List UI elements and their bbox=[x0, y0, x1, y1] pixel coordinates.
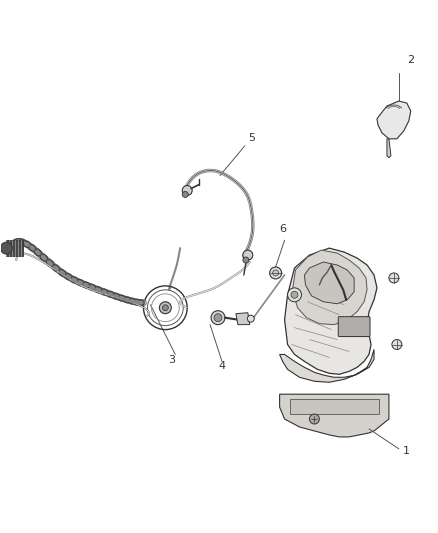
Circle shape bbox=[243, 250, 253, 260]
Polygon shape bbox=[285, 248, 377, 374]
Text: 1: 1 bbox=[403, 446, 410, 456]
Polygon shape bbox=[279, 350, 374, 382]
Circle shape bbox=[243, 257, 249, 263]
Text: 2: 2 bbox=[407, 55, 414, 66]
Polygon shape bbox=[387, 139, 391, 158]
Polygon shape bbox=[7, 240, 23, 256]
Circle shape bbox=[291, 292, 298, 298]
Circle shape bbox=[309, 414, 319, 424]
Circle shape bbox=[273, 270, 279, 276]
Circle shape bbox=[182, 191, 188, 197]
Text: 4: 4 bbox=[218, 361, 225, 372]
Circle shape bbox=[288, 288, 301, 302]
Polygon shape bbox=[279, 394, 389, 437]
Polygon shape bbox=[290, 399, 379, 414]
Circle shape bbox=[214, 314, 222, 321]
Text: 5: 5 bbox=[248, 133, 255, 143]
Circle shape bbox=[182, 185, 192, 196]
Polygon shape bbox=[377, 101, 411, 139]
Circle shape bbox=[211, 311, 225, 325]
Polygon shape bbox=[236, 313, 250, 325]
Polygon shape bbox=[304, 262, 354, 304]
FancyBboxPatch shape bbox=[338, 317, 370, 336]
Polygon shape bbox=[293, 250, 367, 325]
Circle shape bbox=[247, 315, 254, 322]
Circle shape bbox=[270, 267, 282, 279]
Text: 6: 6 bbox=[279, 224, 286, 234]
Circle shape bbox=[389, 273, 399, 283]
Circle shape bbox=[392, 340, 402, 350]
Text: 3: 3 bbox=[168, 356, 175, 366]
Circle shape bbox=[159, 302, 171, 314]
Circle shape bbox=[0, 242, 12, 254]
Circle shape bbox=[162, 305, 168, 311]
